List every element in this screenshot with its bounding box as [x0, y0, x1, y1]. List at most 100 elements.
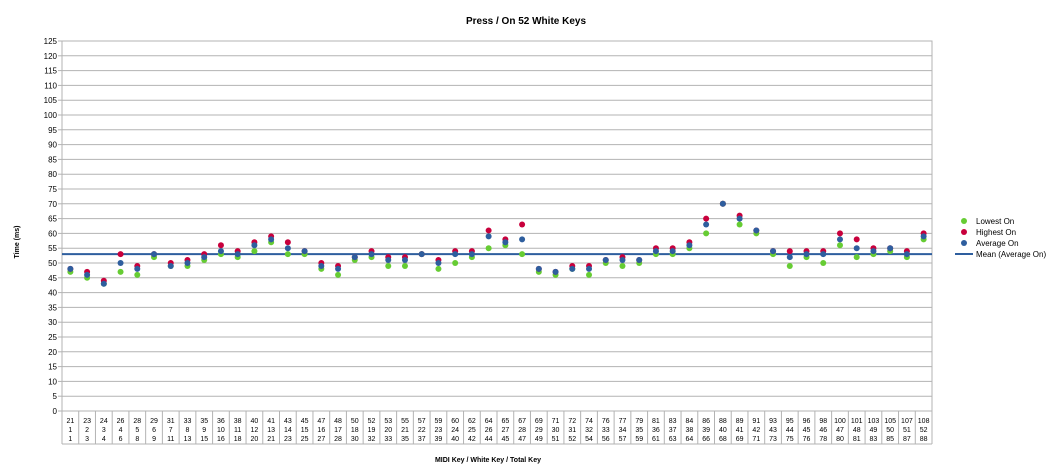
category-midi-label: 105 [884, 418, 896, 425]
data-point [602, 257, 609, 264]
category-white-label: 19 [368, 427, 376, 434]
data-point [870, 248, 877, 255]
series-average-on [67, 200, 927, 287]
category-total-label: 1 [68, 436, 72, 443]
y-tick-label: 115 [44, 67, 57, 76]
data-point [770, 248, 777, 255]
category-white-label: 47 [836, 427, 844, 434]
category-midi-label: 23 [83, 418, 91, 425]
data-point [284, 245, 291, 252]
category-midi-label: 31 [167, 418, 175, 425]
category-total-label: 59 [635, 436, 643, 443]
category-midi-label: 35 [200, 418, 208, 425]
category-midi-label: 53 [384, 418, 392, 425]
category-midi-label: 40 [251, 418, 259, 425]
category-white-label: 32 [585, 427, 593, 434]
data-point [836, 242, 843, 249]
category-white-label: 27 [501, 427, 509, 434]
data-point [268, 236, 275, 243]
category-white-label: 25 [468, 427, 476, 434]
category-midi-label: 93 [769, 418, 777, 425]
data-point [836, 230, 843, 237]
category-white-label: 14 [284, 427, 292, 434]
category-total-label: 83 [870, 436, 878, 443]
category-midi-label: 36 [217, 418, 225, 425]
data-points [67, 200, 927, 287]
data-point [903, 251, 910, 258]
data-point [519, 221, 526, 228]
category-midi-label: 72 [568, 418, 576, 425]
category-white-label: 16 [317, 427, 325, 434]
category-white-label: 9 [202, 427, 206, 434]
category-total-label: 42 [468, 436, 476, 443]
y-tick-label: 90 [48, 141, 57, 150]
category-white-label: 45 [803, 427, 811, 434]
category-midi-label: 60 [451, 418, 459, 425]
category-midi-label: 89 [736, 418, 744, 425]
category-midi-label: 96 [803, 418, 811, 425]
data-point [820, 251, 827, 258]
y-tick-label: 5 [53, 392, 58, 401]
legend-label: Highest On [976, 228, 1016, 237]
category-total-label: 78 [819, 436, 827, 443]
data-point [753, 227, 760, 234]
category-total-label: 23 [284, 436, 292, 443]
category-total-label: 3 [85, 436, 89, 443]
data-point [786, 262, 793, 269]
category-midi-label: 48 [334, 418, 342, 425]
data-point [636, 257, 643, 264]
category-total-label: 25 [301, 436, 309, 443]
category-total-label: 40 [451, 436, 459, 443]
legend-marker [961, 218, 967, 224]
category-total-label: 61 [652, 436, 660, 443]
category-midi-label: 84 [686, 418, 694, 425]
category-midi-label: 88 [719, 418, 727, 425]
data-point [586, 265, 593, 272]
category-total-label: 80 [836, 436, 844, 443]
category-midi-label: 64 [485, 418, 493, 425]
category-white-label: 39 [702, 427, 710, 434]
category-total-label: 15 [200, 436, 208, 443]
y-tick-label: 60 [48, 229, 57, 238]
data-point [351, 254, 358, 261]
category-white-label: 21 [401, 427, 409, 434]
data-point [301, 248, 308, 255]
category-white-label: 23 [435, 427, 443, 434]
category-total-label: 52 [568, 436, 576, 443]
data-point [736, 215, 743, 222]
category-total-label: 85 [886, 436, 894, 443]
data-point [619, 262, 626, 269]
data-point [719, 200, 726, 207]
category-white-label: 46 [819, 427, 827, 434]
data-point [820, 260, 827, 266]
data-point [335, 271, 342, 278]
y-tick-label: 95 [48, 126, 57, 135]
data-point [619, 257, 626, 264]
data-point [435, 265, 442, 272]
category-total-label: 6 [119, 436, 123, 443]
data-point [452, 251, 459, 258]
data-point [67, 265, 74, 272]
category-midi-label: 107 [901, 418, 913, 425]
category-total-label: 27 [317, 436, 325, 443]
data-point [284, 239, 291, 246]
category-total-label: 37 [418, 436, 426, 443]
data-point [853, 236, 860, 243]
category-white-label: 42 [752, 427, 760, 434]
category-total-label: 69 [736, 436, 744, 443]
data-point [335, 265, 342, 272]
data-point [401, 257, 408, 264]
data-point [887, 245, 894, 252]
category-total-label: 33 [384, 436, 392, 443]
data-point [151, 251, 158, 258]
category-white-label: 29 [535, 427, 543, 434]
y-tick-label: 55 [48, 244, 57, 253]
category-midi-label: 38 [234, 418, 242, 425]
category-white-label: 34 [619, 427, 627, 434]
category-total-label: 16 [217, 436, 225, 443]
category-white-label: 28 [518, 427, 526, 434]
data-point [468, 251, 475, 258]
category-white-label: 50 [886, 427, 894, 434]
x-axis-label: MIDI Key / White Key / Total Key [435, 457, 541, 464]
